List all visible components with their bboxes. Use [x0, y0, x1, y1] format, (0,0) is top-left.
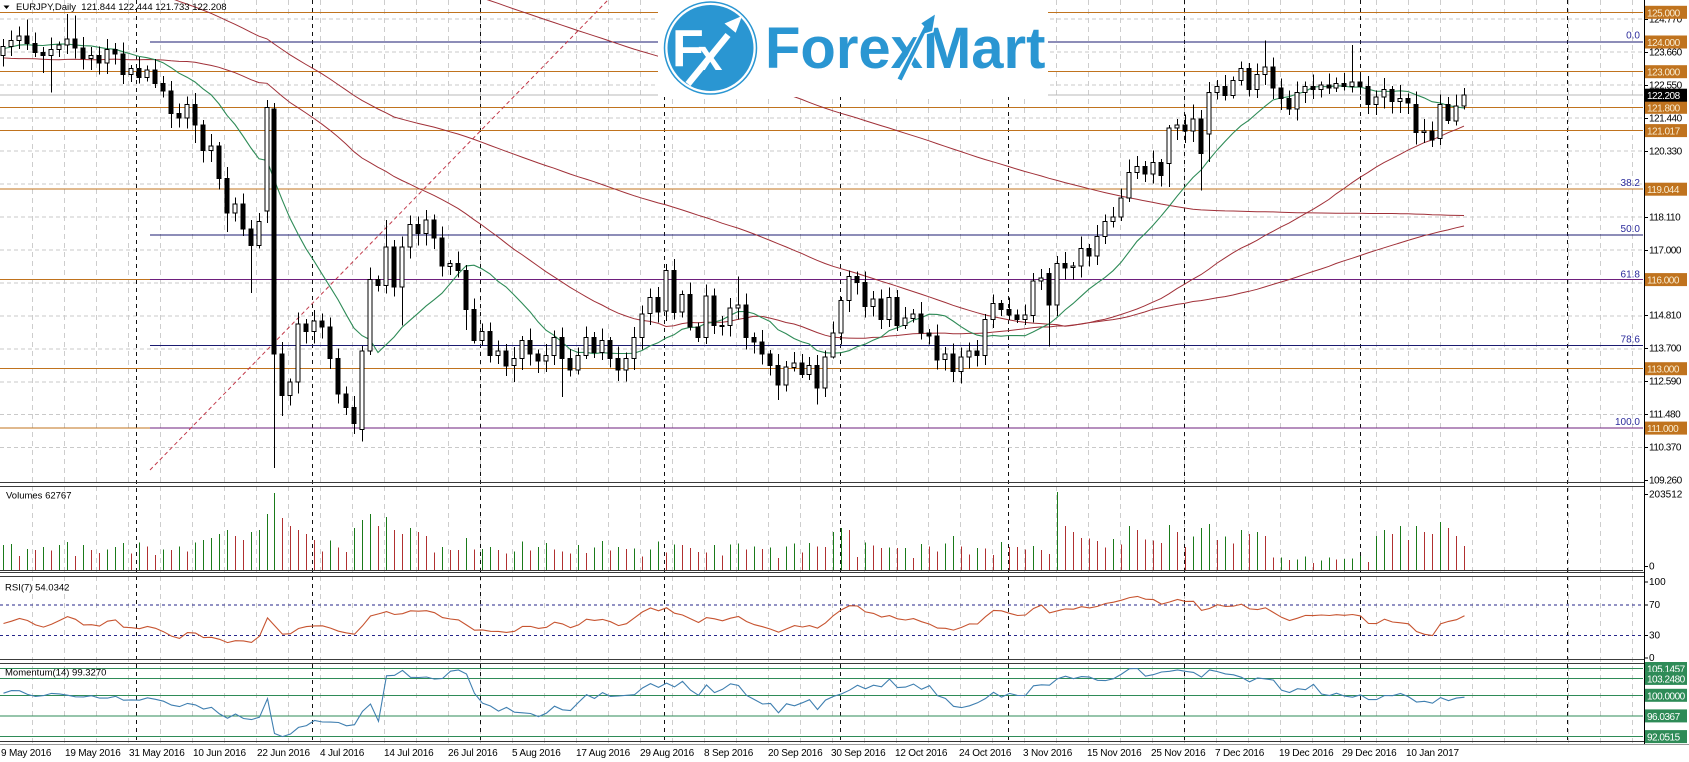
svg-text:38.2: 38.2 — [1621, 178, 1641, 189]
svg-text:24 Oct 2016: 24 Oct 2016 — [959, 748, 1012, 759]
svg-text:121.800: 121.800 — [1647, 103, 1681, 114]
svg-text:123.660: 123.660 — [1649, 48, 1683, 59]
svg-text:111.000: 111.000 — [1647, 424, 1679, 435]
svg-text:122.208: 122.208 — [1647, 91, 1681, 102]
svg-text:92.0515: 92.0515 — [1647, 733, 1681, 744]
svg-text:19 May 2016: 19 May 2016 — [65, 748, 121, 759]
svg-text:122.550: 122.550 — [1649, 81, 1683, 92]
svg-text:100.0000: 100.0000 — [1647, 691, 1686, 702]
svg-text:15 Nov 2016: 15 Nov 2016 — [1087, 748, 1142, 759]
svg-text:100.0: 100.0 — [1615, 417, 1640, 428]
svg-text:112.590: 112.590 — [1649, 376, 1682, 387]
svg-text:10 Jun 2016: 10 Jun 2016 — [193, 748, 246, 759]
svg-text:110.370: 110.370 — [1649, 442, 1682, 453]
svg-text:114.810: 114.810 — [1649, 310, 1682, 321]
svg-text:30: 30 — [1649, 630, 1661, 641]
svg-text:50.0: 50.0 — [1621, 224, 1641, 235]
svg-text:14 Jul 2016: 14 Jul 2016 — [384, 748, 434, 759]
svg-text:8 Sep 2016: 8 Sep 2016 — [704, 748, 754, 759]
svg-text:113.000: 113.000 — [1647, 365, 1680, 376]
svg-text:103.2480: 103.2480 — [1647, 674, 1686, 685]
svg-text:20 Sep 2016: 20 Sep 2016 — [768, 748, 823, 759]
svg-text:61.8: 61.8 — [1621, 269, 1641, 280]
svg-text:19 Dec 2016: 19 Dec 2016 — [1279, 748, 1334, 759]
svg-text:RSI(7) 54.0342: RSI(7) 54.0342 — [5, 583, 69, 594]
svg-text:100: 100 — [1649, 577, 1666, 588]
svg-text:125.000: 125.000 — [1647, 8, 1681, 19]
svg-text:0.0: 0.0 — [1626, 31, 1640, 42]
svg-text:118.110: 118.110 — [1649, 212, 1681, 223]
svg-text:113.700: 113.700 — [1649, 343, 1682, 354]
svg-text:78.6: 78.6 — [1621, 334, 1641, 345]
svg-text:4 Jul 2016: 4 Jul 2016 — [320, 748, 365, 759]
svg-text:EURJPY,Daily 121.844 122.444: EURJPY,Daily 121.844 122.444 121.733 122… — [16, 2, 227, 13]
svg-text:31 May 2016: 31 May 2016 — [129, 748, 185, 759]
svg-text:3 Nov 2016: 3 Nov 2016 — [1023, 748, 1073, 759]
svg-text:124.770: 124.770 — [1649, 15, 1683, 26]
svg-text:Volumes 62767: Volumes 62767 — [6, 491, 72, 502]
svg-text:0: 0 — [1649, 562, 1655, 573]
svg-text:105.1457: 105.1457 — [1647, 665, 1686, 676]
svg-text:5 Aug 2016: 5 Aug 2016 — [512, 748, 561, 759]
svg-text:96.0367: 96.0367 — [1647, 712, 1681, 723]
svg-text:120.330: 120.330 — [1649, 147, 1683, 158]
svg-text:29 Dec 2016: 29 Dec 2016 — [1342, 748, 1397, 759]
svg-text:121.440: 121.440 — [1649, 114, 1683, 125]
svg-text:Momentum(14) 99.3270: Momentum(14) 99.3270 — [5, 668, 106, 679]
svg-text:124.000: 124.000 — [1647, 38, 1681, 49]
svg-text:30 Sep 2016: 30 Sep 2016 — [831, 748, 886, 759]
svg-text:12 Oct 2016: 12 Oct 2016 — [895, 748, 948, 759]
svg-text:109.260: 109.260 — [1649, 475, 1683, 486]
svg-text:111.480: 111.480 — [1649, 409, 1681, 420]
svg-text:70: 70 — [1649, 600, 1661, 611]
svg-text:123.000: 123.000 — [1647, 68, 1681, 79]
svg-text:22 Jun 2016: 22 Jun 2016 — [257, 748, 310, 759]
svg-text:119.044: 119.044 — [1647, 185, 1680, 196]
svg-text:0: 0 — [1649, 653, 1655, 664]
svg-text:121.017: 121.017 — [1647, 127, 1681, 138]
svg-text:25 Nov 2016: 25 Nov 2016 — [1151, 748, 1206, 759]
svg-text:116.000: 116.000 — [1647, 276, 1680, 287]
svg-text:17 Aug 2016: 17 Aug 2016 — [576, 748, 631, 759]
svg-text:10 Jan 2017: 10 Jan 2017 — [1406, 748, 1459, 759]
svg-text:26 Jul 2016: 26 Jul 2016 — [448, 748, 498, 759]
svg-text:9 May 2016: 9 May 2016 — [1, 748, 52, 759]
svg-text:7 Dec 2016: 7 Dec 2016 — [1215, 748, 1265, 759]
svg-text:29 Aug 2016: 29 Aug 2016 — [640, 748, 695, 759]
svg-text:203512: 203512 — [1649, 490, 1683, 501]
svg-text:117.000: 117.000 — [1649, 245, 1682, 256]
